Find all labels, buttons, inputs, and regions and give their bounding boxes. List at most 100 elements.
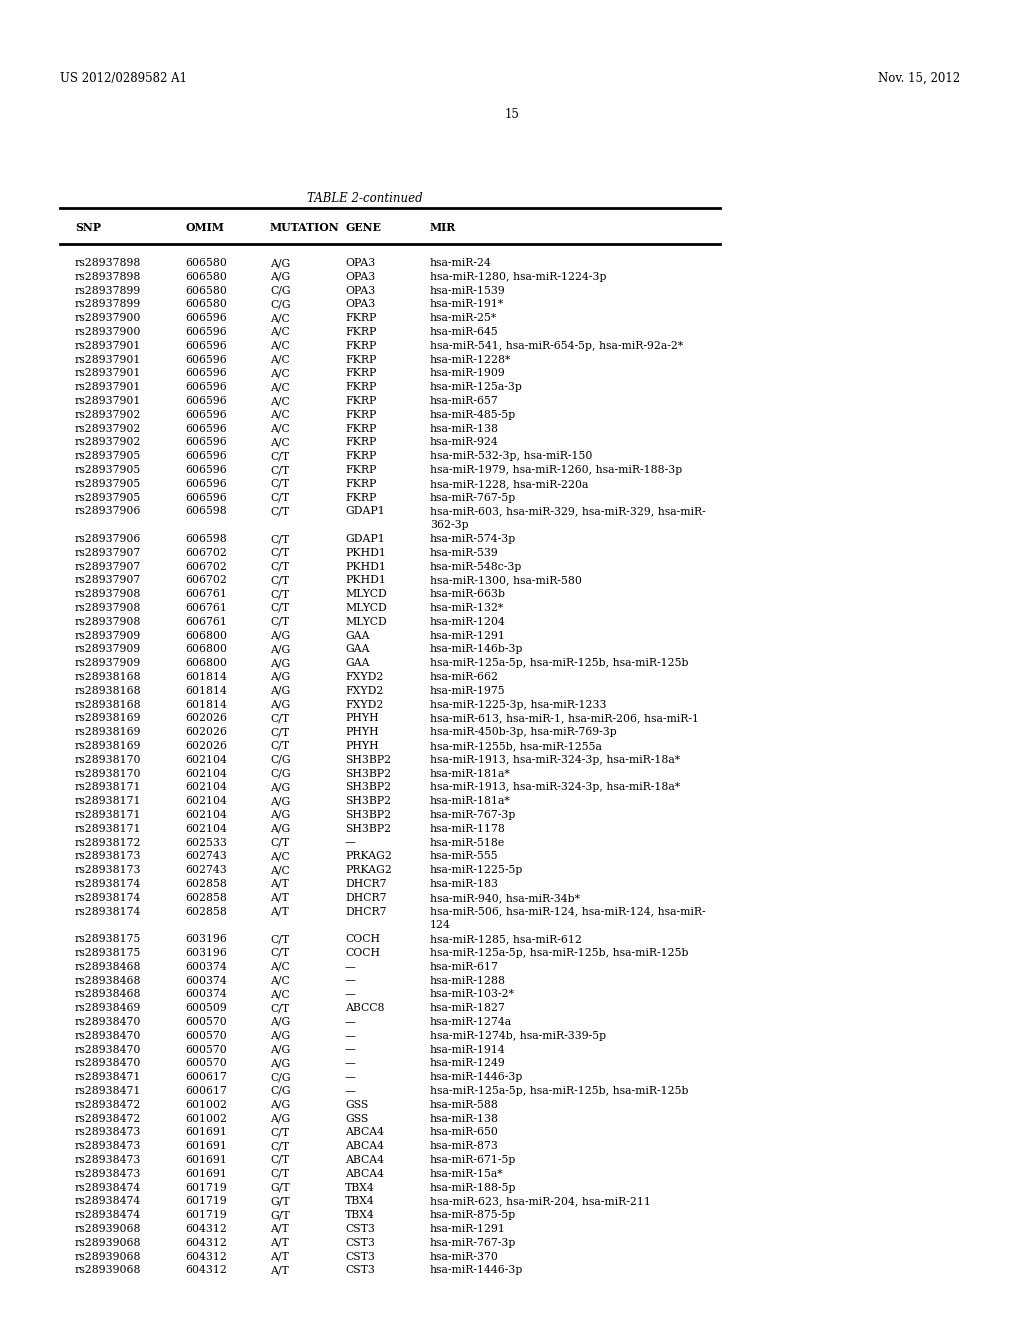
Text: rs28938468: rs28938468 bbox=[75, 990, 141, 999]
Text: C/T: C/T bbox=[270, 479, 289, 488]
Text: rs28937908: rs28937908 bbox=[75, 616, 141, 627]
Text: rs28937909: rs28937909 bbox=[75, 659, 141, 668]
Text: C/T: C/T bbox=[270, 1142, 289, 1151]
Text: rs28938470: rs28938470 bbox=[75, 1031, 141, 1040]
Text: hsa-miR-588: hsa-miR-588 bbox=[430, 1100, 499, 1110]
Text: FKRP: FKRP bbox=[345, 341, 377, 351]
Text: FKRP: FKRP bbox=[345, 396, 377, 407]
Text: FKRP: FKRP bbox=[345, 368, 377, 379]
Text: hsa-miR-1204: hsa-miR-1204 bbox=[430, 616, 506, 627]
Text: hsa-miR-671-5p: hsa-miR-671-5p bbox=[430, 1155, 516, 1166]
Text: rs28938170: rs28938170 bbox=[75, 768, 141, 779]
Text: hsa-miR-125a-5p, hsa-miR-125b, hsa-miR-125b: hsa-miR-125a-5p, hsa-miR-125b, hsa-miR-1… bbox=[430, 659, 688, 668]
Text: G/T: G/T bbox=[270, 1196, 290, 1206]
Text: hsa-miR-645: hsa-miR-645 bbox=[430, 327, 499, 337]
Text: rs28938469: rs28938469 bbox=[75, 1003, 141, 1014]
Text: 601002: 601002 bbox=[185, 1114, 227, 1123]
Text: hsa-miR-138: hsa-miR-138 bbox=[430, 1114, 499, 1123]
Text: rs28938170: rs28938170 bbox=[75, 755, 141, 764]
Text: —: — bbox=[345, 990, 356, 999]
Text: GSS: GSS bbox=[345, 1100, 369, 1110]
Text: C/G: C/G bbox=[270, 300, 291, 309]
Text: hsa-miR-875-5p: hsa-miR-875-5p bbox=[430, 1210, 516, 1220]
Text: GAA: GAA bbox=[345, 659, 370, 668]
Text: A/T: A/T bbox=[270, 1224, 289, 1234]
Text: hsa-miR-1228, hsa-miR-220a: hsa-miR-1228, hsa-miR-220a bbox=[430, 479, 589, 488]
Text: GENE: GENE bbox=[345, 222, 381, 234]
Text: C/T: C/T bbox=[270, 576, 289, 585]
Text: hsa-miR-1280, hsa-miR-1224-3p: hsa-miR-1280, hsa-miR-1224-3p bbox=[430, 272, 606, 281]
Text: C/T: C/T bbox=[270, 561, 289, 572]
Text: rs28937907: rs28937907 bbox=[75, 576, 141, 585]
Text: C/T: C/T bbox=[270, 507, 289, 516]
Text: hsa-miR-183: hsa-miR-183 bbox=[430, 879, 499, 888]
Text: —: — bbox=[345, 838, 356, 847]
Text: C/T: C/T bbox=[270, 1168, 289, 1179]
Text: —: — bbox=[345, 1031, 356, 1040]
Text: hsa-miR-1539: hsa-miR-1539 bbox=[430, 285, 506, 296]
Text: rs28937907: rs28937907 bbox=[75, 548, 141, 558]
Text: rs28937909: rs28937909 bbox=[75, 631, 141, 640]
Text: GDAP1: GDAP1 bbox=[345, 507, 385, 516]
Text: OPA3: OPA3 bbox=[345, 272, 375, 281]
Text: rs28938168: rs28938168 bbox=[75, 700, 141, 710]
Text: 602026: 602026 bbox=[185, 713, 227, 723]
Text: 604312: 604312 bbox=[185, 1224, 227, 1234]
Text: hsa-miR-103-2*: hsa-miR-103-2* bbox=[430, 990, 515, 999]
Text: rs28938470: rs28938470 bbox=[75, 1016, 141, 1027]
Text: hsa-miR-924: hsa-miR-924 bbox=[430, 437, 499, 447]
Text: FKRP: FKRP bbox=[345, 383, 377, 392]
Text: 606580: 606580 bbox=[185, 272, 227, 281]
Text: C/T: C/T bbox=[270, 713, 289, 723]
Text: FKRP: FKRP bbox=[345, 437, 377, 447]
Text: FKRP: FKRP bbox=[345, 409, 377, 420]
Text: hsa-miR-181a*: hsa-miR-181a* bbox=[430, 796, 511, 807]
Text: 606800: 606800 bbox=[185, 644, 227, 655]
Text: rs28937905: rs28937905 bbox=[75, 465, 141, 475]
Text: rs28938174: rs28938174 bbox=[75, 892, 141, 903]
Text: CST3: CST3 bbox=[345, 1238, 375, 1247]
Text: A/G: A/G bbox=[270, 1100, 290, 1110]
Text: rs28937898: rs28937898 bbox=[75, 272, 141, 281]
Text: 602104: 602104 bbox=[185, 783, 227, 792]
Text: hsa-miR-617: hsa-miR-617 bbox=[430, 962, 499, 972]
Text: A/G: A/G bbox=[270, 1044, 290, 1055]
Text: rs28938172: rs28938172 bbox=[75, 838, 141, 847]
Text: rs28938174: rs28938174 bbox=[75, 879, 141, 888]
Text: TBX4: TBX4 bbox=[345, 1196, 375, 1206]
Text: SNP: SNP bbox=[75, 222, 101, 234]
Text: 606596: 606596 bbox=[185, 465, 226, 475]
Text: COCH: COCH bbox=[345, 948, 380, 958]
Text: 600570: 600570 bbox=[185, 1031, 226, 1040]
Text: A/C: A/C bbox=[270, 313, 290, 323]
Text: A/G: A/G bbox=[270, 824, 290, 834]
Text: A/C: A/C bbox=[270, 355, 290, 364]
Text: SH3BP2: SH3BP2 bbox=[345, 796, 391, 807]
Text: A/T: A/T bbox=[270, 1238, 289, 1247]
Text: C/T: C/T bbox=[270, 838, 289, 847]
Text: hsa-miR-574-3p: hsa-miR-574-3p bbox=[430, 535, 516, 544]
Text: rs28937905: rs28937905 bbox=[75, 492, 141, 503]
Text: rs28938173: rs28938173 bbox=[75, 865, 141, 875]
Text: ABCA4: ABCA4 bbox=[345, 1142, 384, 1151]
Text: 606596: 606596 bbox=[185, 313, 226, 323]
Text: 602743: 602743 bbox=[185, 865, 226, 875]
Text: hsa-miR-1178: hsa-miR-1178 bbox=[430, 824, 506, 834]
Text: rs28937902: rs28937902 bbox=[75, 424, 141, 433]
Text: 606598: 606598 bbox=[185, 535, 226, 544]
Text: hsa-miR-1285, hsa-miR-612: hsa-miR-1285, hsa-miR-612 bbox=[430, 935, 582, 944]
Text: rs28939068: rs28939068 bbox=[75, 1224, 141, 1234]
Text: hsa-miR-138: hsa-miR-138 bbox=[430, 424, 499, 433]
Text: GAA: GAA bbox=[345, 644, 370, 655]
Text: rs28938173: rs28938173 bbox=[75, 851, 141, 862]
Text: hsa-miR-873: hsa-miR-873 bbox=[430, 1142, 499, 1151]
Text: hsa-miR-613, hsa-miR-1, hsa-miR-206, hsa-miR-1: hsa-miR-613, hsa-miR-1, hsa-miR-206, hsa… bbox=[430, 713, 699, 723]
Text: 606761: 606761 bbox=[185, 603, 227, 612]
Text: rs28938171: rs28938171 bbox=[75, 783, 141, 792]
Text: rs28937902: rs28937902 bbox=[75, 437, 141, 447]
Text: 362-3p: 362-3p bbox=[430, 520, 469, 531]
Text: 603196: 603196 bbox=[185, 935, 227, 944]
Text: A/G: A/G bbox=[270, 1059, 290, 1068]
Text: hsa-miR-1274a: hsa-miR-1274a bbox=[430, 1016, 512, 1027]
Text: G/T: G/T bbox=[270, 1210, 290, 1220]
